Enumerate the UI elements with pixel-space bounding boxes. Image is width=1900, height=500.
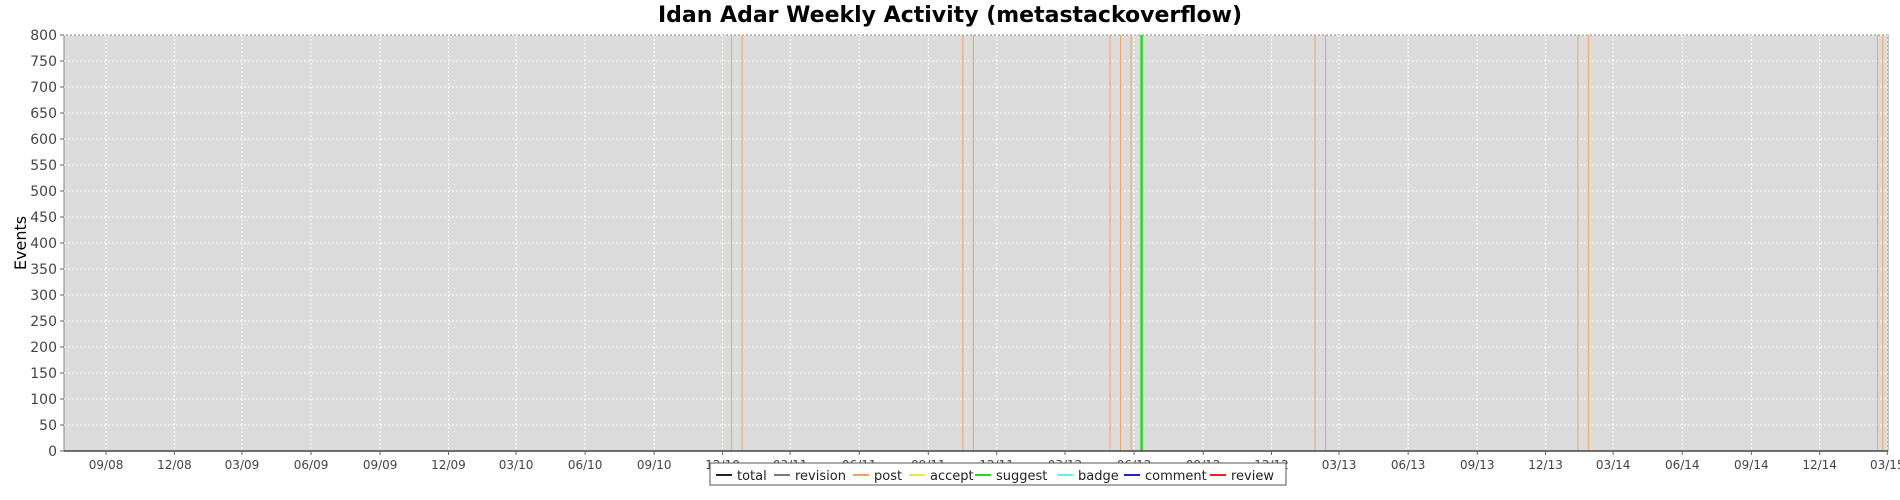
x-tick-label: 12/13 <box>1528 458 1563 472</box>
legend-label-badge: badge <box>1078 469 1119 484</box>
x-tick-label: 03/13 <box>1322 458 1357 472</box>
x-tick-label: 09/08 <box>89 458 124 472</box>
y-tick-label: 200 <box>30 340 57 356</box>
y-tick-label: 100 <box>30 392 57 408</box>
y-tick-label: 300 <box>30 288 57 304</box>
legend-box <box>709 462 1287 486</box>
x-tick-label: 06/13 <box>1391 458 1426 472</box>
series-post <box>731 35 1884 451</box>
y-tick-label: 0 <box>48 444 57 460</box>
y-tick-label: 450 <box>30 210 57 226</box>
legend-label-review: review <box>1231 469 1274 484</box>
legend-label-comment: comment <box>1145 469 1207 484</box>
x-tick-label: 09/09 <box>363 458 398 472</box>
x-tick-label: 06/14 <box>1665 458 1700 472</box>
y-tick-label: 400 <box>30 236 57 252</box>
y-tick-label: 550 <box>30 158 57 174</box>
x-tick-label: 12/09 <box>431 458 466 472</box>
legend-label-total: total <box>737 469 767 484</box>
y-tick-label: 600 <box>30 132 57 148</box>
chart-title: Idan Adar Weekly Activity (metastackover… <box>658 3 1242 28</box>
legend-label-revision: revision <box>795 469 846 484</box>
legend-label-post: post <box>874 469 902 484</box>
y-tick-label: 750 <box>30 54 57 70</box>
x-tick-label: 09/14 <box>1734 458 1769 472</box>
y-tick-label: 350 <box>30 262 57 278</box>
x-tick-label: 09/10 <box>637 458 672 472</box>
x-tick-label: 06/09 <box>294 458 329 472</box>
y-tick-label: 500 <box>30 184 57 200</box>
y-tick-label: 650 <box>30 106 57 122</box>
y-tick-label: 50 <box>39 418 57 434</box>
x-tick-label: 12/08 <box>157 458 192 472</box>
legend-label-suggest: suggest <box>996 469 1047 484</box>
y-tick-label: 250 <box>30 314 57 330</box>
y-tick-label: 800 <box>30 28 57 44</box>
plot-area: 0 50 100 150 200 250 300 350 400 450 500 550 600 650 7… <box>30 28 1900 472</box>
legend-label-accept: accept <box>930 469 974 484</box>
y-tick-label: 700 <box>30 80 57 96</box>
legend: total revision post accept suggest badge comme… <box>709 462 1287 486</box>
x-tick-label: 03/14 <box>1596 458 1631 472</box>
y-tick-label: 150 <box>30 366 57 382</box>
x-tick-label: 03/10 <box>499 458 534 472</box>
x-tick-label: 09/13 <box>1460 458 1495 472</box>
x-tick-label: 06/10 <box>568 458 603 472</box>
x-tick-label: 03/15 <box>1870 458 1900 472</box>
x-tick-label: 03/09 <box>225 458 260 472</box>
y-axis-label: Events <box>11 216 30 270</box>
x-tick-label: 12/14 <box>1802 458 1837 472</box>
